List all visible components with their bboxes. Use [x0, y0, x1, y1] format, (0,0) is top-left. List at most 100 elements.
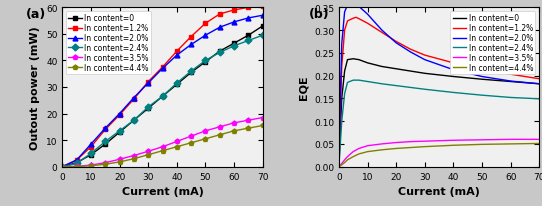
In content=2.4% — [88, 152, 94, 155]
In content=2.0% — [344, 5, 351, 7]
In content=2.0% — [339, 43, 345, 46]
In content=1.2% — [145, 81, 151, 83]
In content=4.4% — [339, 164, 345, 166]
In content=1.2% — [231, 10, 237, 12]
In content=4.4% — [102, 163, 108, 166]
In content=2.4% — [450, 92, 457, 94]
In content=1.2% — [479, 68, 485, 71]
In content=0 — [260, 26, 266, 28]
In content=2.4% — [350, 80, 357, 82]
In content=3.5% — [344, 156, 351, 158]
In content=3.5% — [59, 166, 66, 168]
In content=2.0% — [173, 55, 180, 57]
In content=0 — [341, 70, 348, 73]
In content=3.5% — [102, 162, 108, 164]
In content=2.4% — [344, 82, 351, 84]
In content=2.4% — [202, 60, 209, 62]
In content=2.0% — [117, 113, 123, 115]
Line: In content=0: In content=0 — [339, 60, 539, 167]
In content=4.4% — [231, 130, 237, 132]
In content=4.4% — [378, 149, 385, 151]
In content=0 — [117, 131, 123, 134]
Text: (b): (b) — [309, 8, 330, 21]
In content=0 — [344, 59, 351, 62]
In content=3.5% — [145, 150, 151, 153]
In content=1.2% — [344, 21, 351, 23]
In content=1.2% — [260, 6, 266, 8]
Line: In content=2.4%: In content=2.4% — [60, 34, 265, 169]
Y-axis label: EQE: EQE — [298, 75, 308, 100]
In content=4.4% — [117, 161, 123, 163]
In content=2.0% — [231, 22, 237, 24]
Y-axis label: Outout power (mW): Outout power (mW) — [30, 26, 41, 149]
In content=4.4% — [422, 146, 428, 148]
In content=4.4% — [536, 143, 542, 145]
In content=3.5% — [364, 145, 371, 147]
In content=2.0% — [102, 127, 108, 130]
Line: In content=1.2%: In content=1.2% — [60, 5, 265, 169]
In content=0 — [422, 73, 428, 75]
In content=2.4% — [217, 52, 223, 54]
In content=2.0% — [217, 27, 223, 29]
In content=1.2% — [245, 7, 251, 9]
In content=4.4% — [188, 142, 195, 144]
In content=4.4% — [507, 143, 514, 145]
In content=3.5% — [217, 126, 223, 129]
In content=1.2% — [188, 36, 195, 39]
In content=2.4% — [341, 93, 348, 96]
In content=2.0% — [131, 97, 137, 99]
In content=4.4% — [88, 165, 94, 167]
In content=4.4% — [344, 159, 351, 161]
In content=1.2% — [378, 32, 385, 34]
In content=2.0% — [356, 6, 362, 9]
In content=2.0% — [337, 98, 344, 100]
In content=2.0% — [159, 68, 166, 70]
In content=0 — [88, 154, 94, 156]
In content=0 — [102, 143, 108, 146]
In content=4.4% — [145, 154, 151, 156]
In content=2.0% — [188, 44, 195, 47]
In content=1.2% — [353, 17, 359, 19]
In content=3.5% — [450, 139, 457, 142]
In content=2.0% — [422, 59, 428, 62]
In content=0 — [59, 166, 66, 168]
In content=4.4% — [350, 156, 357, 158]
In content=3.5% — [159, 146, 166, 148]
In content=0 — [479, 79, 485, 81]
In content=0 — [507, 81, 514, 83]
In content=1.2% — [117, 114, 123, 117]
In content=3.5% — [173, 140, 180, 143]
In content=1.2% — [335, 166, 342, 168]
In content=2.4% — [131, 119, 137, 122]
In content=0 — [407, 70, 414, 73]
In content=2.4% — [536, 98, 542, 101]
In content=2.4% — [356, 80, 362, 82]
In content=0 — [145, 108, 151, 110]
Text: (a): (a) — [26, 8, 47, 21]
In content=2.4% — [102, 140, 108, 143]
In content=2.4% — [378, 83, 385, 86]
Line: In content=0: In content=0 — [60, 24, 265, 169]
In content=1.2% — [131, 98, 137, 101]
In content=3.5% — [407, 141, 414, 143]
In content=2.0% — [364, 14, 371, 16]
In content=1.2% — [364, 23, 371, 25]
In content=4.4% — [335, 166, 342, 168]
In content=4.4% — [245, 127, 251, 130]
In content=3.5% — [341, 159, 348, 161]
In content=4.4% — [260, 125, 266, 127]
In content=2.0% — [88, 143, 94, 146]
In content=3.5% — [335, 166, 342, 168]
In content=3.5% — [393, 142, 399, 144]
In content=0 — [245, 35, 251, 37]
Line: In content=1.2%: In content=1.2% — [339, 18, 539, 167]
In content=1.2% — [450, 62, 457, 65]
In content=1.2% — [536, 78, 542, 81]
In content=0 — [378, 66, 385, 68]
In content=3.5% — [422, 140, 428, 143]
In content=3.5% — [339, 163, 345, 165]
In content=2.0% — [378, 30, 385, 32]
In content=3.5% — [507, 138, 514, 141]
In content=2.4% — [393, 85, 399, 87]
In content=2.4% — [73, 163, 80, 165]
